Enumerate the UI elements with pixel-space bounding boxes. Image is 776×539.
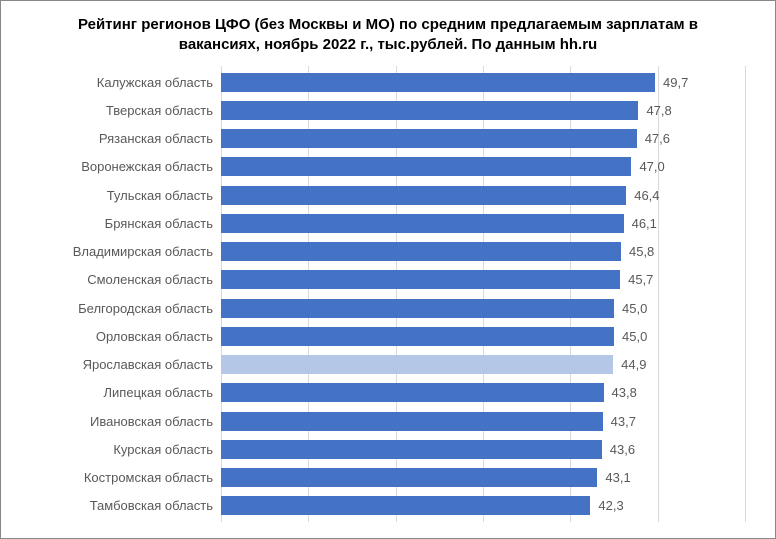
value-label: 42,3 (598, 498, 623, 513)
chart-row: Ярославская область 44,9 (31, 352, 745, 378)
chart-row: Воронежская область 47,0 (31, 154, 745, 180)
bar (221, 468, 597, 487)
chart-row: Белгородская область 45,0 (31, 295, 745, 321)
chart-row: Липецкая область 43,8 (31, 380, 745, 406)
plot-area: Калужская область 49,7 Тверская область 47,… (31, 68, 745, 520)
bar (221, 299, 614, 318)
bar (221, 186, 626, 205)
bar-track: 43,8 (221, 380, 745, 406)
value-label: 46,4 (634, 188, 659, 203)
bar-track: 47,6 (221, 126, 745, 152)
chart-row: Брянская область 46,1 (31, 210, 745, 236)
chart-row: Владимирская область 45,8 (31, 239, 745, 265)
bar-track: 47,0 (221, 154, 745, 180)
value-label: 47,6 (645, 131, 670, 146)
bar (221, 496, 590, 515)
category-label: Костромская область (31, 470, 221, 485)
bar-track: 43,1 (221, 465, 745, 491)
value-label: 47,8 (646, 103, 671, 118)
bar-track: 45,0 (221, 295, 745, 321)
category-label: Тамбовская область (31, 498, 221, 513)
bar (221, 355, 613, 374)
category-label: Ивановская область (31, 414, 221, 429)
bar (221, 412, 603, 431)
bar (221, 327, 614, 346)
value-label: 44,9 (621, 357, 646, 372)
value-label: 47,0 (639, 159, 664, 174)
value-label: 49,7 (663, 75, 688, 90)
bar (221, 383, 604, 402)
value-label: 45,7 (628, 272, 653, 287)
bar-track: 46,4 (221, 182, 745, 208)
bar (221, 73, 655, 92)
category-label: Брянская область (31, 216, 221, 231)
chart-row: Рязанская область 47,6 (31, 126, 745, 152)
value-label: 45,0 (622, 301, 647, 316)
gridline (745, 66, 746, 522)
category-label: Воронежская область (31, 159, 221, 174)
bar-track: 43,6 (221, 436, 745, 462)
category-label: Орловская область (31, 329, 221, 344)
category-label: Курская область (31, 442, 221, 457)
bar (221, 214, 624, 233)
value-label: 43,1 (605, 470, 630, 485)
chart-row: Тамбовская область 42,3 (31, 493, 745, 519)
bar (221, 129, 637, 148)
chart-row: Тверская область 47,8 (31, 97, 745, 123)
chart-row: Смоленская область 45,7 (31, 267, 745, 293)
bar (221, 157, 631, 176)
category-label: Владимирская область (31, 244, 221, 259)
category-label: Рязанская область (31, 131, 221, 146)
bar-track: 46,1 (221, 210, 745, 236)
bar-track: 43,7 (221, 408, 745, 434)
bar-track: 45,7 (221, 267, 745, 293)
chart-row: Калужская область 49,7 (31, 69, 745, 95)
chart-container: Рейтинг регионов ЦФО (без Москвы и МО) п… (1, 1, 775, 538)
category-label: Ярославская область (31, 357, 221, 372)
category-label: Тверская область (31, 103, 221, 118)
chart-title: Рейтинг регионов ЦФО (без Москвы и МО) п… (31, 15, 745, 54)
bar-track: 45,0 (221, 323, 745, 349)
chart-row: Костромская область 43,1 (31, 465, 745, 491)
value-label: 43,7 (611, 414, 636, 429)
value-label: 43,8 (612, 385, 637, 400)
bar-track: 47,8 (221, 97, 745, 123)
chart-row: Тульская область 46,4 (31, 182, 745, 208)
bar-track: 44,9 (221, 352, 745, 378)
bar (221, 440, 602, 459)
bar (221, 270, 620, 289)
category-label: Белгородская область (31, 301, 221, 316)
bar-track: 42,3 (221, 493, 745, 519)
bar (221, 101, 638, 120)
chart-row: Курская область 43,6 (31, 436, 745, 462)
category-label: Тульская область (31, 188, 221, 203)
value-label: 46,1 (632, 216, 657, 231)
category-label: Смоленская область (31, 272, 221, 287)
chart-row: Орловская область 45,0 (31, 323, 745, 349)
value-label: 45,0 (622, 329, 647, 344)
category-label: Калужская область (31, 75, 221, 90)
value-label: 45,8 (629, 244, 654, 259)
value-label: 43,6 (610, 442, 635, 457)
chart-row: Ивановская область 43,7 (31, 408, 745, 434)
category-label: Липецкая область (31, 385, 221, 400)
bar-track: 49,7 (221, 69, 745, 95)
bar-track: 45,8 (221, 239, 745, 265)
bar (221, 242, 621, 261)
